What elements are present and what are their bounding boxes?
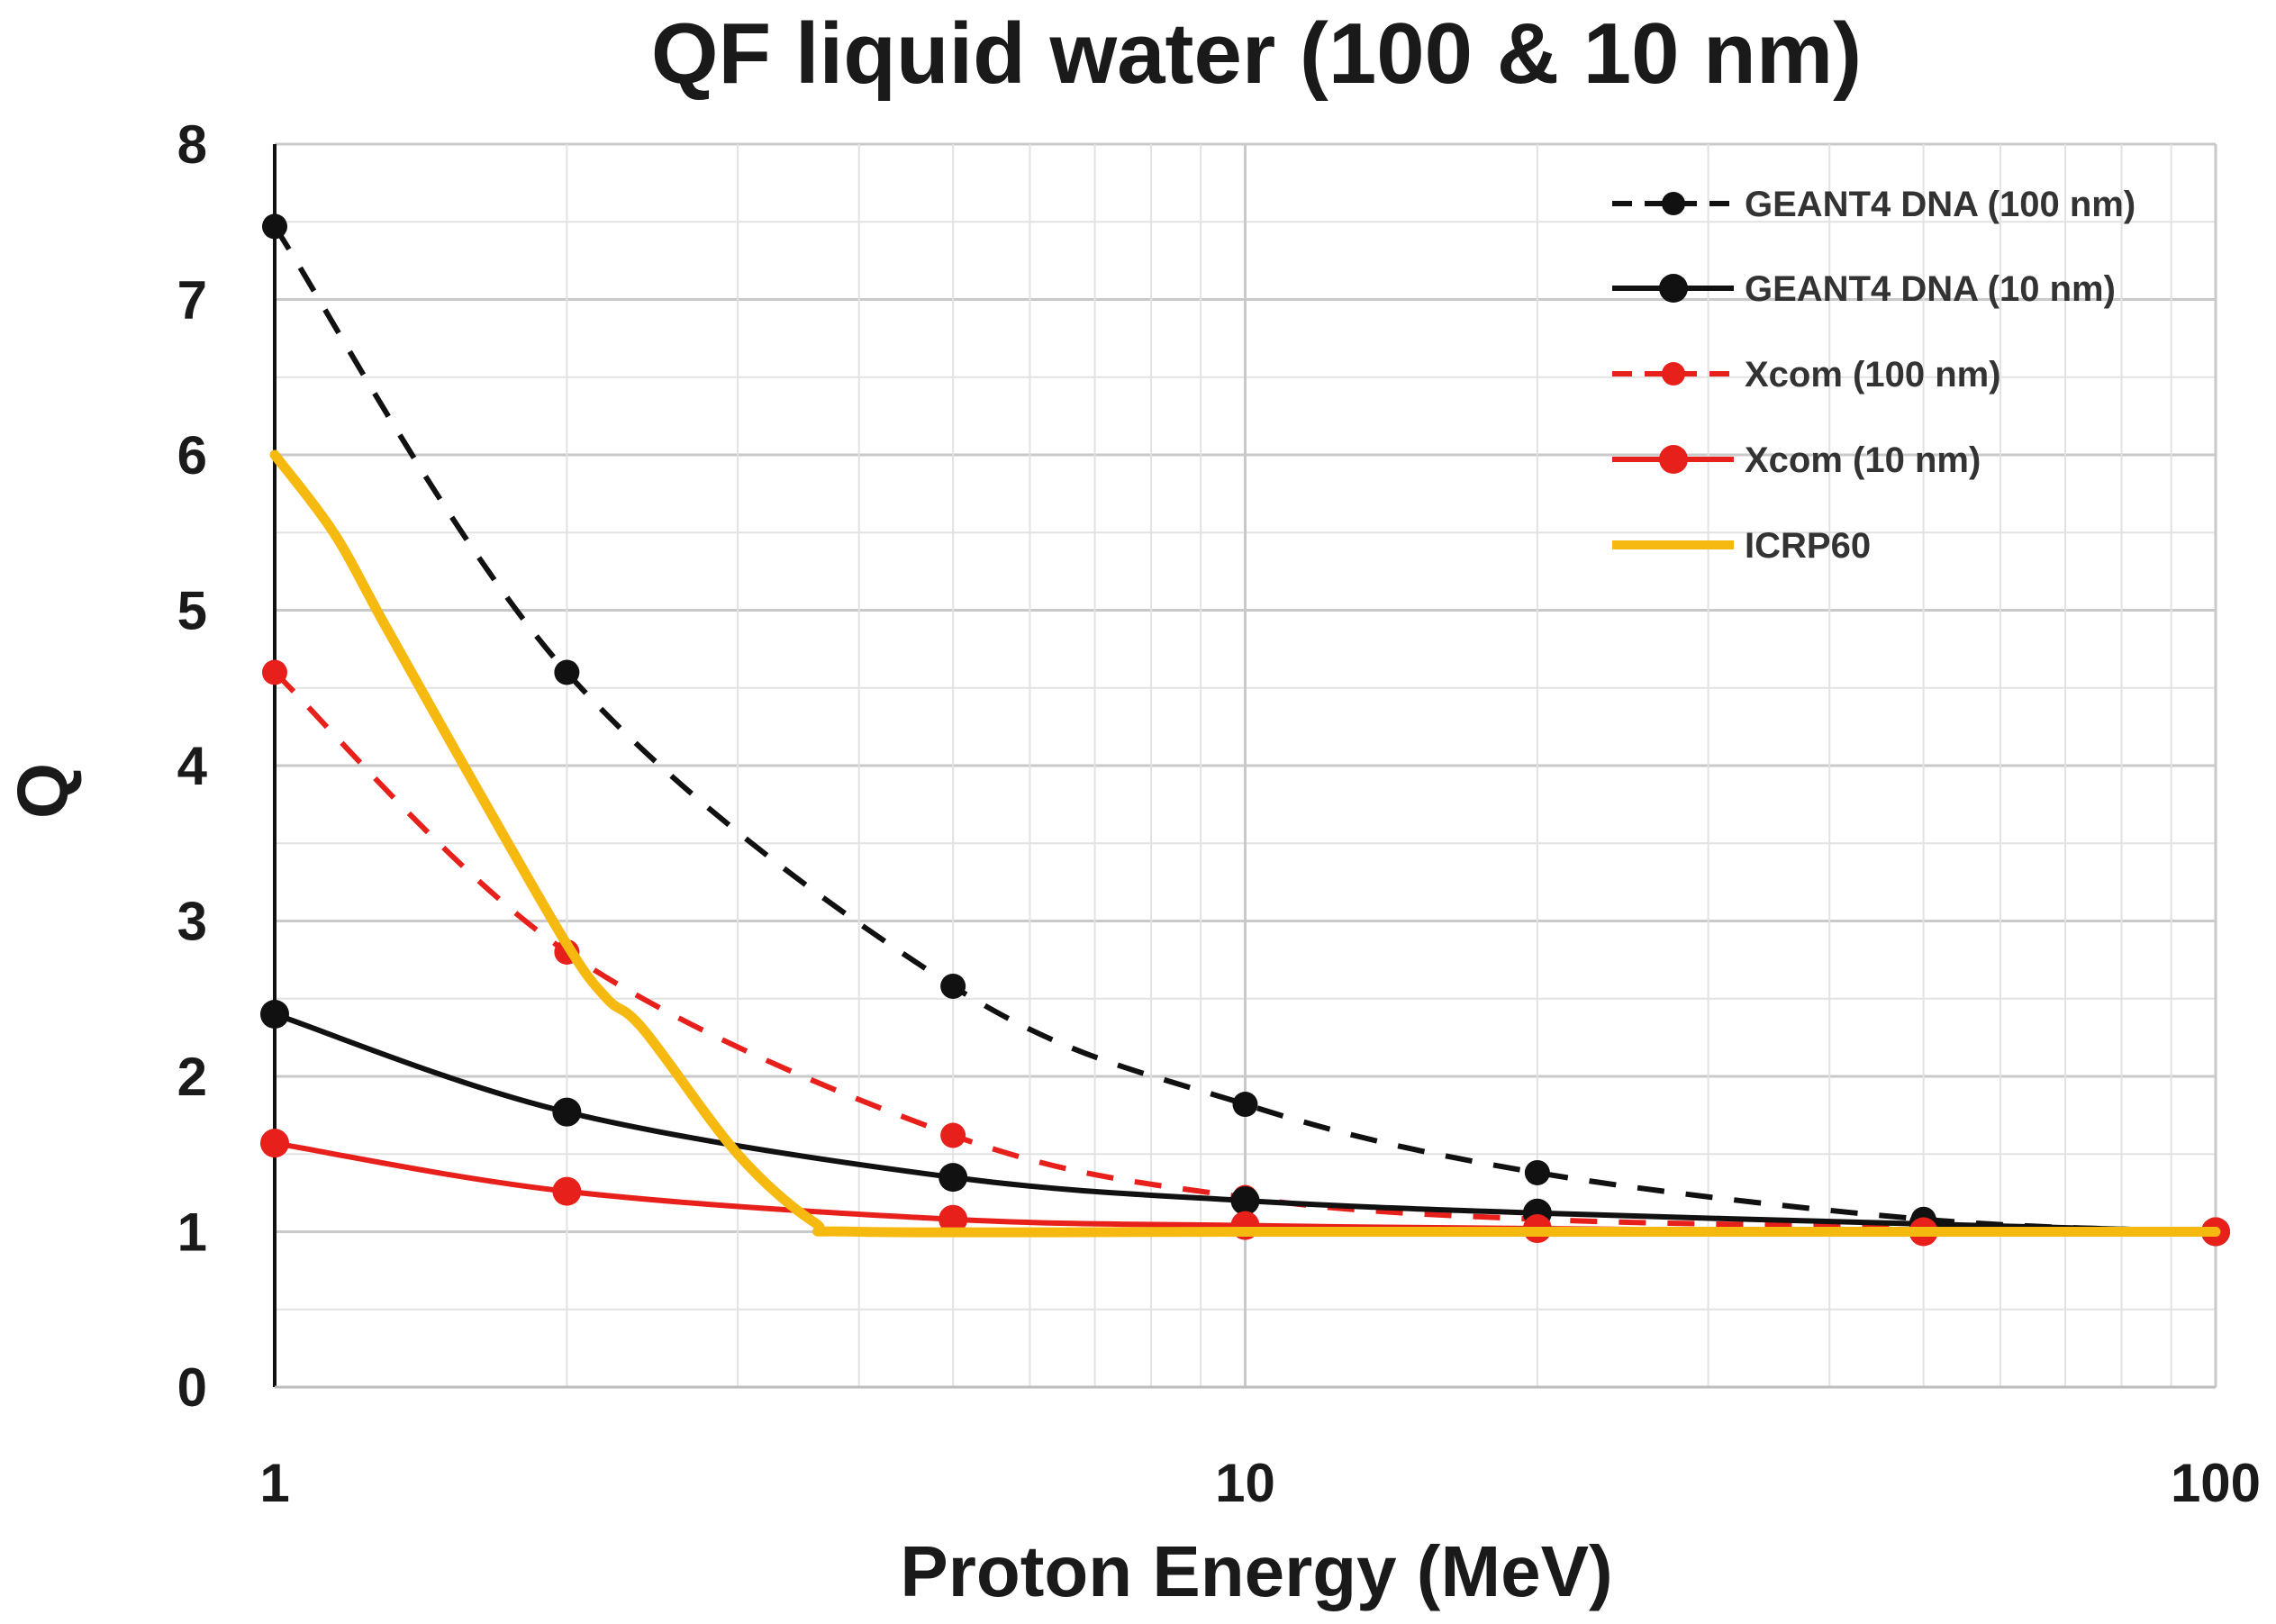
legend-label-geant4-dna-10-nm: GEANT4 DNA (10 nm) (1745, 269, 2116, 309)
y-tick-label: 1 (177, 1202, 207, 1263)
grid (275, 142, 2217, 1387)
legend-marker-xcom-100-nm (1662, 362, 1685, 386)
data-point-geant4-dna-10-nm (1230, 1186, 1260, 1215)
y-tick-label: 6 (177, 425, 207, 485)
data-point-xcom-10-nm (939, 1204, 968, 1234)
legend-label-geant4-dna-100-nm: GEANT4 DNA (100 nm) (1745, 185, 2135, 224)
x-axis-label: Proton Energy (MeV) (900, 1531, 1612, 1611)
legend: GEANT4 DNA (100 nm) GEANT4 DNA (10 nm) Xco… (1612, 185, 2135, 566)
data-point-xcom-100-nm (262, 659, 287, 685)
data-point-geant4-dna-10-nm (552, 1097, 582, 1127)
y-tick-label: 3 (177, 892, 207, 952)
y-tick-label: 8 (177, 114, 207, 175)
data-point-geant4-dna-100-nm (1232, 1092, 1258, 1118)
series-line-icrp60 (269, 449, 2221, 1238)
x-tick-label: 1 (259, 1453, 289, 1513)
y-tick-label: 4 (177, 736, 208, 796)
data-point-xcom-100-nm (940, 1122, 966, 1148)
legend-label-icrp60: ICRP60 (1745, 526, 1871, 566)
series (260, 213, 2230, 1247)
chart-title: QF liquid water (100 & 10 nm) (651, 5, 1862, 102)
data-point-geant4-dna-10-nm (939, 1163, 968, 1193)
legend-label-xcom-10-nm: Xcom (10 nm) (1745, 440, 1981, 480)
x-tick-label: 100 (2171, 1453, 2261, 1513)
legend-marker-geant4-dna-10-nm (1659, 274, 1688, 303)
data-point-geant4-dna-100-nm (262, 213, 287, 240)
y-tick-label: 2 (177, 1047, 207, 1107)
axes (273, 144, 2216, 1389)
legend-label-xcom-100-nm: Xcom (100 nm) (1745, 355, 2001, 395)
data-point-xcom-10-nm (260, 1129, 289, 1158)
legend-marker-xcom-10-nm (1659, 445, 1688, 474)
data-point-geant4-dna-100-nm (940, 973, 966, 999)
y-tick-label: 0 (177, 1357, 207, 1418)
y-tick-label: 7 (177, 270, 207, 331)
data-point-geant4-dna-10-nm (260, 1000, 289, 1029)
data-point-geant4-dna-100-nm (1524, 1159, 1550, 1185)
series-line-geant4-dna-100-nm (272, 224, 2217, 1235)
y-axis-label: Q (3, 763, 83, 819)
x-tick-label: 10 (1215, 1453, 1275, 1513)
data-point-xcom-10-nm (552, 1176, 582, 1206)
legend-marker-geant4-dna-100-nm (1662, 192, 1685, 215)
y-tick-label: 5 (177, 581, 207, 641)
data-point-geant4-dna-100-nm (554, 659, 580, 685)
